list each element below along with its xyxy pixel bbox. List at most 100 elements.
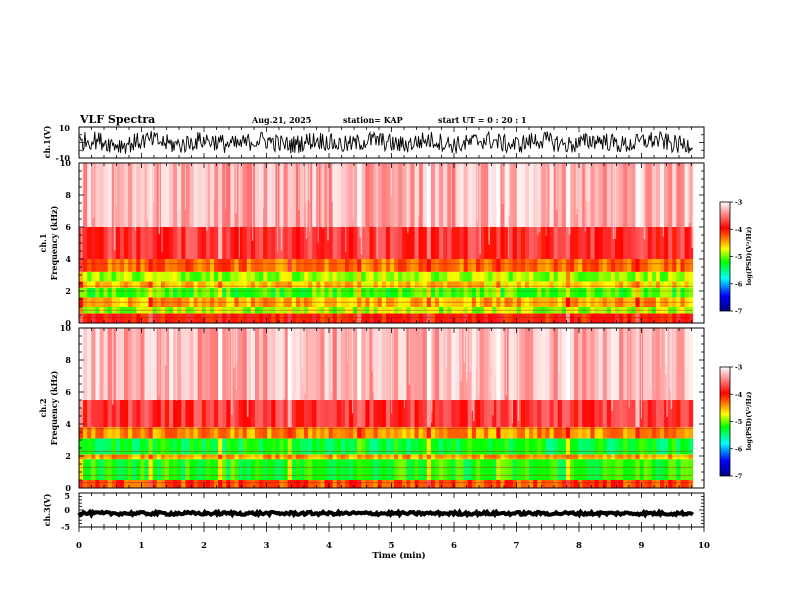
spectrogram-band	[664, 454, 669, 460]
spectrogram-band	[451, 287, 456, 298]
spectrogram-band	[103, 259, 109, 272]
spectrogram-band	[148, 281, 154, 288]
spectrogram-band	[602, 400, 608, 428]
spectrogram-band	[598, 227, 604, 259]
spectrogram-band	[103, 459, 109, 480]
spectrogram-band	[455, 400, 460, 428]
spectrogram-band	[643, 227, 649, 259]
spectrogram-band	[398, 287, 403, 298]
spectrogram-band	[479, 438, 485, 455]
spectrogram-band	[688, 259, 694, 272]
spectrogram-band	[267, 438, 272, 455]
spectrogram-band	[263, 259, 268, 272]
spectrogram-band	[488, 454, 493, 460]
spectrogram-band	[561, 427, 567, 439]
spectrogram-band	[496, 400, 501, 428]
spectrogram-band	[140, 427, 145, 439]
spectrogram-band	[451, 313, 456, 323]
spectrogram-band	[676, 427, 681, 439]
spectrogram-band	[169, 313, 174, 323]
spectrogram-band	[316, 459, 321, 480]
spectrogram-band	[87, 259, 92, 272]
spectrogram-band	[602, 281, 608, 288]
spectrogram-band	[173, 287, 178, 298]
spectrogram-band	[308, 227, 313, 259]
spectrogram-band	[398, 163, 403, 227]
spectrogram-band	[545, 271, 550, 282]
spectrogram-band	[377, 454, 383, 460]
spectrogram-band	[169, 459, 174, 480]
spectrogram-band	[500, 287, 505, 298]
spectrogram-band	[353, 427, 358, 439]
spectrogram-band	[586, 259, 591, 272]
spectrogram-band	[516, 271, 522, 282]
spectrogram-band	[181, 281, 186, 288]
spectrogram-band	[631, 480, 636, 488]
spectrogram-band	[680, 427, 685, 439]
spectrogram-band	[619, 271, 624, 282]
spectrogram-band	[107, 281, 113, 288]
spectrogram-band	[561, 454, 567, 460]
spectrogram-band	[344, 459, 350, 480]
spectrogram-band	[504, 271, 510, 282]
spectrogram-band	[267, 459, 272, 480]
spectrogram-band	[570, 427, 575, 439]
spectrogram-band	[389, 480, 395, 488]
spectrogram-band	[246, 287, 252, 298]
spectrogram-band	[402, 454, 407, 460]
spectrogram-band	[173, 427, 178, 439]
spectrogram-band	[475, 438, 481, 455]
spectrogram-band	[398, 313, 403, 323]
spectrogram-band	[291, 438, 297, 455]
spectrogram-band	[226, 328, 231, 400]
spectrogram-band	[128, 328, 133, 400]
spectrogram-band	[385, 259, 391, 272]
spectrogram-band	[418, 328, 424, 400]
spectrogram-band	[488, 427, 493, 439]
spectrogram-band	[177, 427, 182, 439]
spectrogram-band	[545, 163, 550, 227]
spectrogram-band	[119, 281, 125, 288]
spectrogram-band	[418, 259, 424, 272]
spectrogram-band	[218, 480, 223, 488]
spectrogram-band	[185, 163, 190, 227]
spectrogram-band	[271, 328, 276, 400]
spectrogram-band	[218, 271, 223, 282]
spectrogram-band	[533, 227, 538, 259]
spectrogram-band	[340, 459, 346, 480]
spectrogram-band	[291, 454, 297, 460]
spectrogram-band	[643, 400, 649, 428]
spectrogram-band	[471, 259, 477, 272]
spectrogram-band	[541, 427, 546, 439]
spectrogram-band	[672, 163, 677, 227]
spectrogram-band	[430, 259, 436, 272]
spectrogram-band	[529, 287, 534, 298]
spectrogram-band	[259, 271, 264, 282]
spectrogram-band	[316, 438, 321, 455]
spectrogram-band	[463, 271, 469, 282]
spectrogram-band	[115, 454, 121, 460]
spectrogram-band	[680, 400, 685, 428]
spectrogram-band	[99, 287, 104, 298]
spectrogram-band	[467, 313, 473, 323]
spectrogram-band	[357, 454, 362, 460]
spectrogram-band	[181, 287, 186, 298]
spectrogram-band	[455, 454, 460, 460]
spectrogram-band	[524, 163, 530, 227]
spectrogram-band	[447, 313, 452, 323]
spectrogram-band	[520, 287, 526, 298]
spectrogram-band	[590, 459, 595, 480]
spectrogram-band	[214, 400, 219, 428]
spectrogram-band	[234, 438, 239, 455]
spectrogram-band	[561, 271, 567, 282]
spectrogram-band	[316, 259, 321, 272]
spectrogram-band	[394, 227, 399, 259]
spectrogram-band	[565, 163, 571, 227]
spectrogram-band	[455, 438, 460, 455]
spectrogram-band	[672, 459, 677, 480]
spectrogram-band	[627, 227, 632, 259]
spectrogram-band	[279, 271, 284, 282]
spectrogram-band	[103, 281, 109, 288]
spectrogram-band	[672, 313, 677, 323]
time-tick-label: 4	[326, 541, 332, 551]
